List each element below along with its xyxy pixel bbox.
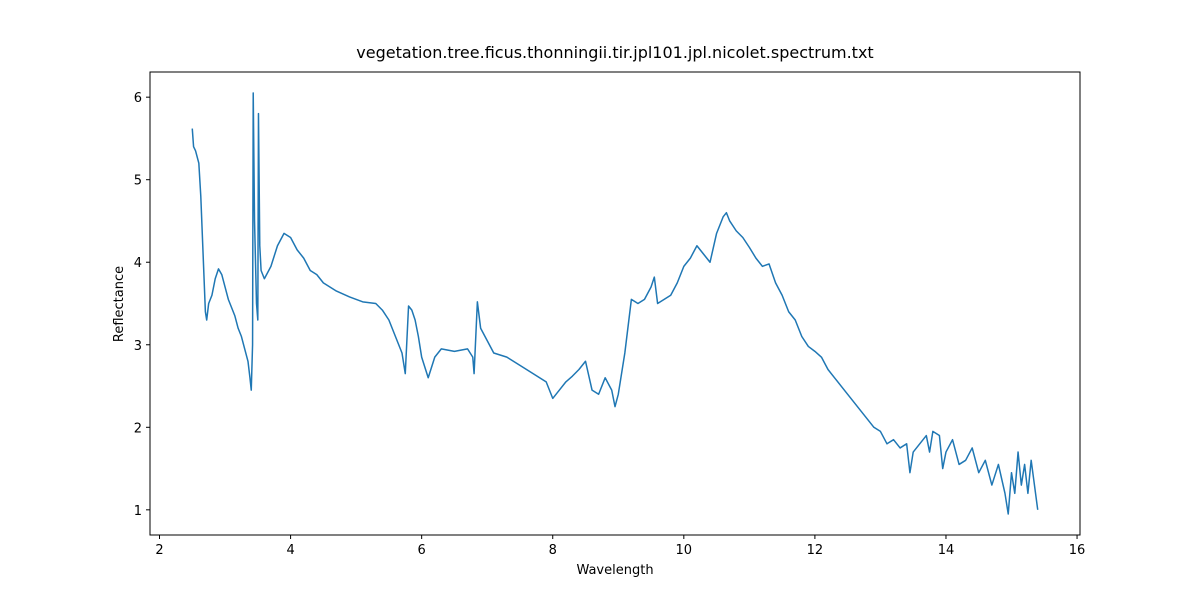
y-tick-label: 1 — [134, 504, 142, 519]
x-tick-label: 12 — [807, 543, 824, 558]
x-axis-label: Wavelength — [576, 563, 653, 578]
x-tick-label: 6 — [418, 543, 426, 558]
y-tick-label: 3 — [134, 339, 142, 354]
plot-frame — [149, 71, 1081, 536]
x-tick-label: 4 — [286, 543, 294, 558]
chart-title: vegetation.tree.ficus.thonningii.tir.jpl… — [356, 43, 873, 62]
y-tick-label: 4 — [134, 256, 142, 271]
y-tick-label: 5 — [134, 174, 142, 189]
y-axis-label: Reflectance — [112, 266, 127, 342]
x-tick-label: 2 — [155, 543, 163, 558]
x-tick-label: 8 — [549, 543, 557, 558]
x-tick-label: 14 — [938, 543, 955, 558]
x-tick-label: 10 — [676, 543, 693, 558]
x-tick-label: 16 — [1069, 543, 1086, 558]
y-tick-label: 2 — [134, 421, 142, 436]
y-tick-label: 6 — [134, 91, 142, 106]
line — [191, 92, 1039, 515]
